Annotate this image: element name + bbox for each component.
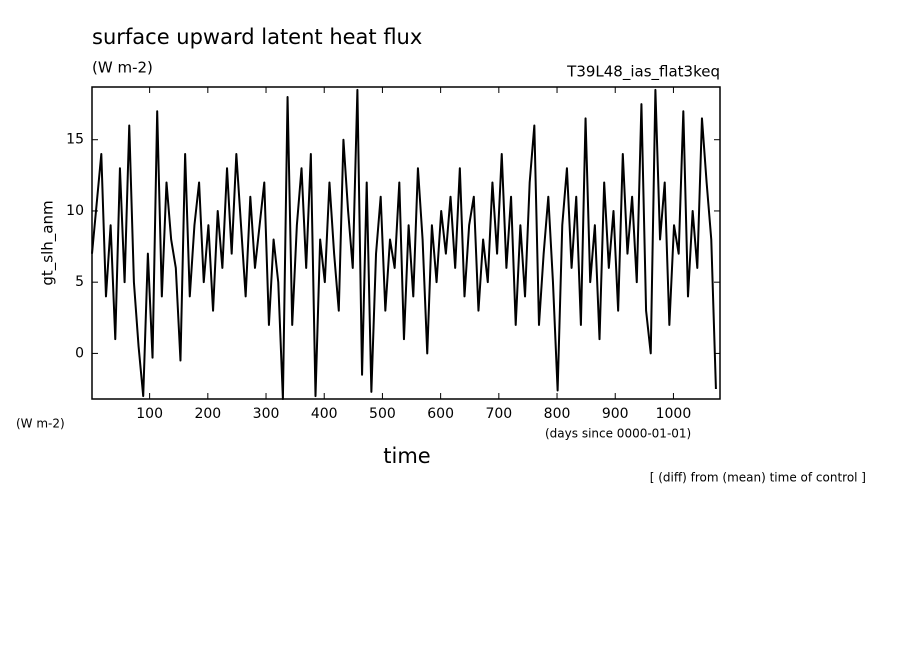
x-axis-label: time bbox=[383, 444, 430, 468]
run-label: T39L48_ias_flat3keq bbox=[566, 63, 720, 82]
x-tick-label: 300 bbox=[253, 406, 280, 422]
chart-title: surface upward latent heat flux bbox=[92, 25, 422, 49]
x-tick-label: 200 bbox=[194, 406, 221, 422]
data-line bbox=[91, 88, 717, 400]
plot-frame bbox=[91, 86, 721, 400]
x-tick-label: 1000 bbox=[656, 406, 692, 422]
x-tick-label: 500 bbox=[369, 406, 396, 422]
y-axis-label: gt_slh_anm bbox=[39, 200, 58, 285]
x-tick-label: 800 bbox=[544, 406, 571, 422]
y-tick-label: 10 bbox=[66, 203, 84, 219]
x-tick-label: 700 bbox=[485, 406, 512, 422]
y-tick-label: 15 bbox=[66, 132, 84, 148]
y-tick-label: 0 bbox=[75, 345, 84, 361]
y-tick-label: 5 bbox=[75, 274, 84, 290]
x-tick-label: 600 bbox=[427, 406, 454, 422]
note: [ (diff) from (mean) time of control ] bbox=[650, 471, 866, 485]
x-tick-label: 400 bbox=[311, 406, 338, 422]
x-unit: (days since 0000-01-01) bbox=[545, 427, 691, 441]
x-tick-label: 900 bbox=[602, 406, 629, 422]
chart-subtitle: (W m-2) bbox=[92, 59, 153, 77]
y-unit: (W m-2) bbox=[16, 417, 65, 431]
x-tick-label: 100 bbox=[136, 406, 163, 422]
